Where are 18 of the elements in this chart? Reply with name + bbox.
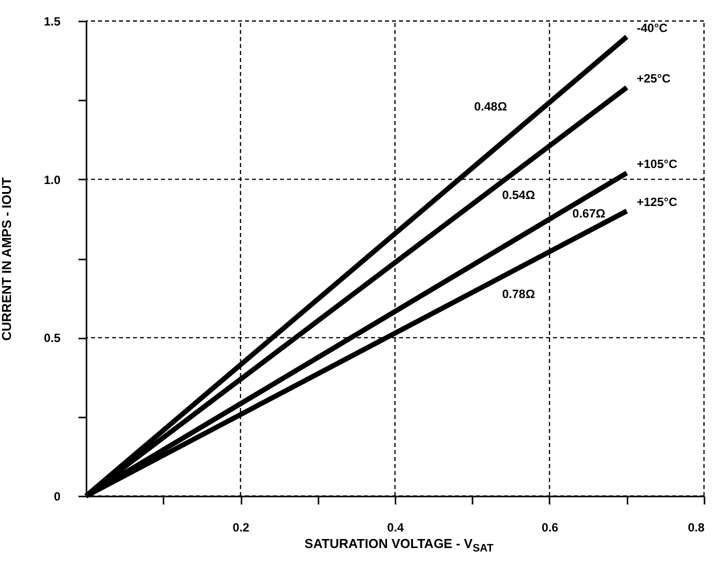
x-tick-label: 0.6	[542, 520, 559, 534]
series-label: +105°C	[636, 157, 678, 171]
annotation: 0.54Ω	[502, 188, 536, 202]
annotation: 0.48Ω	[474, 100, 508, 114]
y-tick-label: 1.0	[44, 172, 61, 187]
annotation: 0.67Ω	[572, 206, 606, 221]
x-tick-label: 0.4	[387, 520, 404, 534]
series-label: -40°C	[636, 20, 668, 35]
x-tick-label: 0.2	[232, 520, 250, 534]
y-tick-label: 0.5	[44, 331, 61, 346]
y-axis-title: CURRENT IN AMPS - IOUT	[0, 177, 14, 341]
x-axis-title: SATURATION VOLTAGE - V$_{SAT}$	[304, 536, 494, 555]
y-tick-label: 1.5	[44, 14, 61, 28]
annotation: 0.78Ω	[502, 287, 536, 301]
x-tick-label: 0.8	[688, 520, 705, 534]
series-label: +25°C	[636, 72, 671, 86]
series-label: +125°C	[636, 195, 678, 209]
y-tick-label: 0	[54, 490, 61, 504]
